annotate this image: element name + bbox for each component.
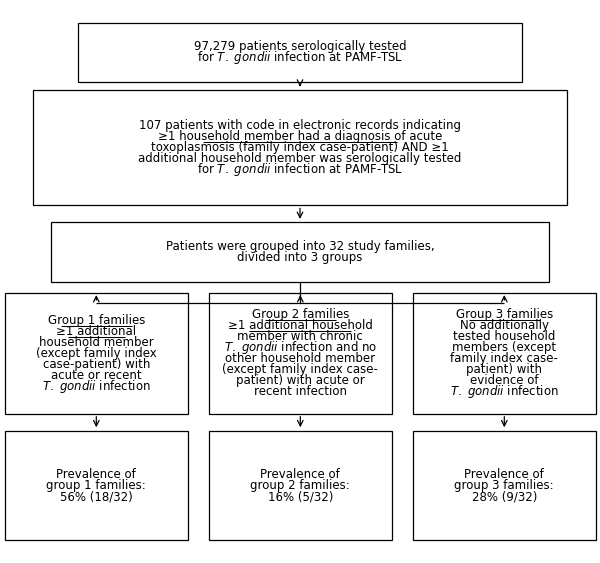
Text: ≥1 household member had a diagnosis of acute: ≥1 household member had a diagnosis of a… xyxy=(158,130,442,144)
Text: additional household member was serologically tested: additional household member was serologi… xyxy=(139,152,461,166)
FancyBboxPatch shape xyxy=(413,431,596,540)
Text: patient) with acute or: patient) with acute or xyxy=(236,374,365,387)
Text: No additionally: No additionally xyxy=(460,319,549,332)
Text: acute or recent: acute or recent xyxy=(51,369,142,382)
Text: members (except: members (except xyxy=(452,341,556,354)
Text: 28% (9/32): 28% (9/32) xyxy=(472,490,537,503)
Text: $\it{T.\ gondii}$ infection and no: $\it{T.\ gondii}$ infection and no xyxy=(224,339,377,356)
Text: case-patient) with: case-patient) with xyxy=(43,358,150,371)
FancyBboxPatch shape xyxy=(78,23,522,82)
FancyBboxPatch shape xyxy=(5,293,188,414)
Text: recent infection: recent infection xyxy=(254,385,347,398)
Text: 56% (18/32): 56% (18/32) xyxy=(60,490,133,503)
Text: 107 patients with code in electronic records indicating: 107 patients with code in electronic rec… xyxy=(139,119,461,132)
Text: Prevalence of: Prevalence of xyxy=(56,468,136,481)
Text: 97,279 patients serologically tested: 97,279 patients serologically tested xyxy=(194,40,406,53)
FancyBboxPatch shape xyxy=(209,293,392,414)
Text: member with chronic: member with chronic xyxy=(238,330,363,343)
Text: Group 1 families: Group 1 families xyxy=(47,314,145,327)
Text: group 2 families:: group 2 families: xyxy=(250,479,350,492)
Text: group 3 families:: group 3 families: xyxy=(454,479,554,492)
FancyBboxPatch shape xyxy=(209,431,392,540)
Text: Group 3 families: Group 3 families xyxy=(455,309,553,321)
FancyBboxPatch shape xyxy=(51,222,549,282)
Text: for $\it{T.\ gondii}$ infection at PAMF-TSL: for $\it{T.\ gondii}$ infection at PAMF-… xyxy=(197,49,403,66)
Text: other household member: other household member xyxy=(225,352,376,365)
Text: ≥1 additional: ≥1 additional xyxy=(56,325,136,338)
Text: patient) with: patient) with xyxy=(466,363,542,376)
Text: evidence of: evidence of xyxy=(470,374,539,387)
Text: family index case-: family index case- xyxy=(451,352,558,365)
Text: (except family index case-: (except family index case- xyxy=(223,363,378,376)
Text: $\it{T.\ gondii}$ infection: $\it{T.\ gondii}$ infection xyxy=(450,383,559,400)
Text: Prevalence of: Prevalence of xyxy=(260,468,340,481)
Text: (except family index: (except family index xyxy=(36,347,157,360)
Text: Prevalence of: Prevalence of xyxy=(464,468,544,481)
Text: ≥1 additional household: ≥1 additional household xyxy=(228,319,373,332)
Text: $\it{T.\ gondii}$ infection: $\it{T.\ gondii}$ infection xyxy=(42,378,151,395)
Text: Group 2 families: Group 2 families xyxy=(251,309,349,321)
Text: toxoplasmosis (family index case-patient) AND ≥1: toxoplasmosis (family index case-patient… xyxy=(151,141,449,154)
Text: household member: household member xyxy=(39,336,154,349)
FancyBboxPatch shape xyxy=(33,90,567,205)
Text: Patients were grouped into 32 study families,: Patients were grouped into 32 study fami… xyxy=(166,240,434,253)
Text: for $\it{T.\ gondii}$ infection at PAMF-TSL: for $\it{T.\ gondii}$ infection at PAMF-… xyxy=(197,161,403,178)
FancyBboxPatch shape xyxy=(5,431,188,540)
Text: group 1 families:: group 1 families: xyxy=(46,479,146,492)
Text: tested household: tested household xyxy=(453,330,556,343)
FancyBboxPatch shape xyxy=(413,293,596,414)
Text: divided into 3 groups: divided into 3 groups xyxy=(238,251,362,264)
Text: 16% (5/32): 16% (5/32) xyxy=(268,490,333,503)
